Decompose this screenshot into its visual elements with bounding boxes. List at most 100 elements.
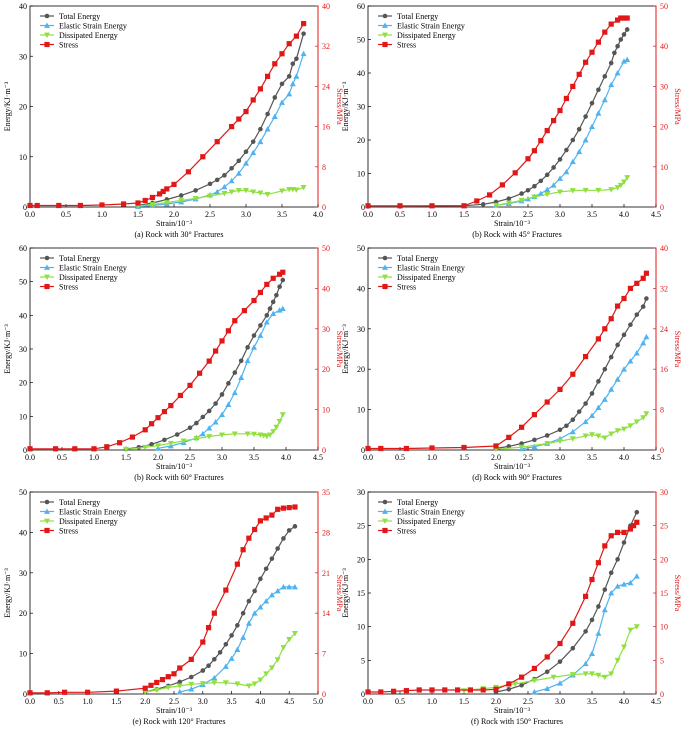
data-point: [207, 181, 213, 187]
x-tick-label: 4.5: [651, 210, 661, 219]
y-left-tick-label: 15: [357, 589, 365, 598]
data-point: [250, 97, 256, 103]
data-point: [506, 196, 512, 201]
data-point: [493, 686, 499, 692]
data-point: [582, 671, 589, 677]
data-point: [602, 326, 608, 332]
data-point: [257, 190, 264, 196]
data-point: [519, 191, 524, 196]
data-point: [643, 411, 650, 417]
y-left-tick-label: 40: [19, 528, 27, 537]
data-point: [631, 523, 637, 529]
y-right-axis-label: Stress/MPa: [335, 575, 344, 612]
data-point: [264, 192, 271, 198]
chart-panel-1: 0.0 0.5 1.0 1.5 2.0 2.5 3.0 3.5 4.00102030400816…: [3, 2, 344, 239]
data-point: [200, 639, 206, 645]
data-point: [279, 99, 285, 105]
data-point: [213, 348, 219, 354]
data-point: [185, 169, 191, 175]
data-point: [365, 689, 371, 695]
data-point: [544, 433, 550, 438]
data-point: [518, 197, 525, 204]
y-left-tick-label: 40: [357, 69, 365, 78]
data-point: [595, 672, 602, 679]
data-point: [519, 682, 524, 688]
legend-marker: [382, 41, 388, 48]
data-point: [601, 606, 608, 613]
data-point: [197, 370, 203, 376]
y-right-tick-label: 35: [322, 488, 330, 497]
data-point: [627, 285, 633, 291]
data-point: [165, 685, 172, 691]
data-point: [583, 593, 589, 599]
data-point: [569, 188, 576, 194]
x-tick-label: 2.5: [169, 697, 179, 706]
data-point: [211, 610, 217, 616]
data-point: [129, 434, 135, 440]
data-point: [569, 428, 576, 435]
data-point: [576, 409, 582, 414]
legend-entry: Stress: [59, 527, 78, 536]
data-point: [267, 432, 273, 438]
data-point: [512, 170, 518, 176]
data-point: [229, 124, 235, 130]
data-point: [617, 182, 624, 189]
data-point: [602, 29, 608, 35]
data-point: [155, 415, 161, 421]
y-right-tick-label: 14: [322, 609, 330, 618]
y-left-tick-label: 40: [19, 311, 27, 320]
data-point: [550, 182, 557, 188]
y-right-tick-label: 20: [660, 123, 668, 132]
data-point: [627, 579, 634, 586]
legend-entry: Dissipated Energy: [397, 517, 456, 526]
y-right-tick-label: 0: [660, 446, 664, 455]
data-point: [531, 678, 538, 684]
data-point: [640, 304, 646, 309]
legend-entry: Elastic Strain Energy: [59, 22, 127, 31]
data-point: [416, 687, 422, 693]
data-point: [531, 665, 537, 672]
data-point: [206, 434, 213, 440]
data-point: [257, 289, 263, 296]
data-point: [621, 179, 627, 185]
data-point: [583, 114, 588, 119]
y-left-tick-label: 40: [357, 284, 365, 293]
data-point: [199, 681, 206, 687]
data-point: [177, 392, 183, 399]
y-right-tick-label: 0: [322, 690, 326, 699]
data-point: [250, 139, 256, 144]
data-point: [222, 173, 227, 178]
data-point: [264, 281, 270, 287]
data-point: [570, 83, 576, 89]
data-point: [557, 107, 563, 114]
legend-marker: [44, 508, 50, 514]
data-point: [608, 316, 614, 322]
data-point: [280, 645, 287, 651]
data-point: [159, 676, 166, 683]
data-point: [176, 683, 183, 689]
data-point: [277, 284, 282, 290]
x-tick-label: 2.0: [153, 453, 163, 462]
x-tick-label: 3.5: [587, 697, 597, 706]
data-point: [234, 646, 241, 652]
x-tick-label: 1.5: [459, 697, 469, 706]
data-point: [291, 583, 298, 590]
data-point: [614, 657, 621, 664]
data-point: [238, 374, 245, 381]
data-point: [142, 685, 148, 691]
data-point: [235, 623, 240, 628]
data-point: [391, 688, 397, 694]
y-right-tick-label: 20: [660, 555, 668, 564]
data-point: [627, 627, 634, 634]
data-point: [601, 96, 608, 103]
x-tick-label: 3.5: [227, 697, 237, 706]
data-point: [300, 50, 307, 57]
data-point: [292, 504, 298, 510]
data-point: [222, 663, 229, 669]
legend-entry: Elastic Strain Energy: [397, 508, 465, 517]
legend-entry: Elastic Strain Energy: [397, 22, 465, 31]
data-point: [601, 396, 608, 402]
data-point: [618, 15, 624, 21]
y-right-tick-label: 10: [660, 623, 668, 632]
data-point: [243, 149, 249, 155]
